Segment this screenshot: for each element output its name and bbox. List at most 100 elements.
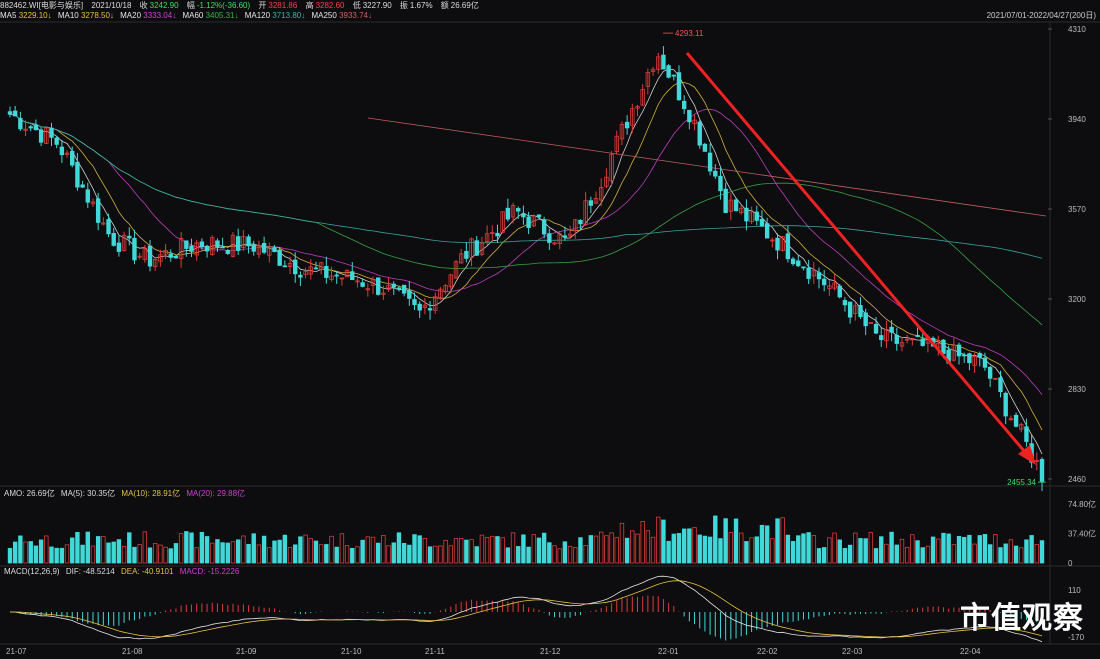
volume-bar [764, 525, 770, 564]
volume-bar [723, 518, 728, 564]
candle [1039, 457, 1045, 491]
volume-bar [904, 546, 910, 564]
candle-body [853, 305, 858, 315]
vol-ma10: MA(10): 28.91亿 [121, 489, 181, 498]
candle-body [656, 56, 661, 70]
volume-bar [391, 542, 396, 564]
candle [391, 281, 396, 295]
candle [210, 235, 215, 256]
candle [505, 198, 511, 222]
candle [443, 283, 448, 295]
candle [749, 206, 754, 224]
candle-body [246, 236, 251, 247]
candle [977, 351, 982, 367]
volume-bar [70, 537, 75, 564]
candle-body [547, 233, 552, 243]
candle-body [697, 121, 702, 146]
trend-arrow-line [685, 52, 1032, 459]
candlestick-series [7, 46, 1045, 491]
volume-bar [1039, 540, 1045, 564]
candle-body [54, 137, 59, 145]
candle [624, 115, 630, 135]
candle-body [505, 207, 511, 220]
high-value: 3282.60 [315, 1, 345, 10]
candle-body [178, 237, 184, 259]
candle-body [7, 111, 13, 115]
candle-body [396, 287, 402, 290]
volume-bar [521, 534, 526, 564]
volume-bar [246, 543, 251, 564]
candle-body [365, 288, 371, 291]
candle [116, 235, 122, 257]
candle [417, 301, 422, 318]
candle [204, 244, 210, 258]
volume-bar [993, 534, 998, 564]
candle [287, 256, 293, 274]
candle [355, 275, 360, 288]
candle [158, 249, 163, 267]
volume-bar [85, 531, 90, 564]
candle-body [484, 233, 490, 242]
candle-body [95, 198, 101, 223]
candle [334, 271, 339, 284]
candle-body [635, 106, 640, 109]
date-tick: 22-02 [757, 647, 778, 656]
candle [723, 182, 728, 214]
candle [982, 352, 988, 371]
candle [127, 227, 132, 246]
candle [728, 193, 734, 221]
candle [770, 237, 775, 248]
candle [106, 213, 111, 238]
candle-body [49, 127, 54, 138]
volume-bar [598, 531, 604, 564]
volume-bar [614, 537, 619, 564]
candle-body [739, 207, 744, 214]
change-value: -1.12%(-36.60) [196, 1, 251, 10]
max-label: 4293.11 [675, 29, 704, 38]
candle-body [619, 123, 625, 140]
volume-bar [868, 532, 874, 564]
candle [541, 216, 547, 239]
candle-body [64, 152, 70, 155]
volume-bar [962, 536, 967, 564]
volume-bar [588, 535, 594, 564]
annotations: 4293.11 2455.34 [663, 29, 1046, 487]
volume-bar [801, 533, 806, 564]
volume-bar [313, 540, 319, 564]
volume-bar [806, 532, 811, 564]
volume-bar [630, 530, 635, 564]
candle [899, 337, 905, 352]
volume-bar [75, 531, 80, 564]
ma-legend: MA5 3229.10↓ MA10 3278.50↓ MA20 3333.04↓… [0, 11, 372, 20]
candle [256, 240, 262, 259]
candle-body [951, 344, 957, 361]
candle-body [827, 285, 832, 289]
candle [59, 140, 65, 163]
macd-dea-line [10, 580, 1043, 638]
volume-bar [116, 539, 122, 564]
volume-bar [832, 532, 837, 564]
date-range-selector[interactable]: 2021/07/01-2022/04/27(200日) [986, 11, 1096, 20]
candle [18, 111, 23, 132]
candle-body [806, 267, 811, 279]
candle [853, 302, 858, 321]
volume-bar [33, 545, 39, 564]
candle [376, 277, 381, 296]
candle-body [967, 353, 972, 364]
volume-bar [235, 539, 241, 564]
volume-bar [308, 538, 313, 564]
candle [666, 63, 671, 79]
candle-body [1013, 414, 1019, 427]
candle-body [12, 110, 18, 117]
candle [422, 297, 428, 315]
candle [987, 366, 993, 387]
candle [635, 104, 640, 117]
candle [479, 236, 485, 257]
candle-body [168, 253, 173, 258]
candle [972, 352, 977, 374]
candle-body [142, 247, 148, 260]
volume-bar [754, 536, 759, 564]
candle [707, 143, 713, 176]
candle [464, 242, 469, 263]
